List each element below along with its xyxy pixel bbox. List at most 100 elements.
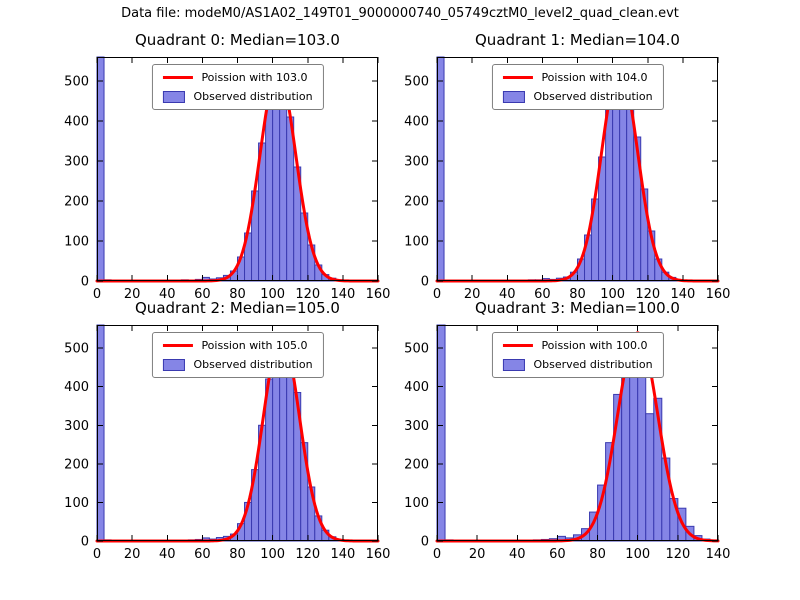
x-tick-label: 140	[670, 287, 695, 302]
bar	[612, 80, 621, 282]
subplot-title-quadrant-0: Quadrant 0: Median=103.0	[135, 31, 340, 49]
tick-marks	[96, 325, 379, 542]
y-tick-label: 300	[64, 155, 89, 170]
subplot-quadrant-3: Quadrant 3: Median=100.0 0 20 40 60 80 100 120…	[404, 299, 730, 562]
legend-label-fit: Poission with 105.0	[201, 339, 308, 352]
subplot-quadrant-1: Quadrant 1: Median=104.0 0 20 40 60 80 100 120…	[404, 31, 730, 302]
y-tick-label: 400	[404, 115, 429, 130]
observed-patch-swatch	[502, 90, 525, 103]
subplot-title-quadrant-2: Quadrant 2: Median=105.0	[135, 299, 340, 317]
y-tick-label: 200	[404, 457, 429, 472]
fit-line-swatch	[162, 344, 193, 347]
x-tick-label: 120	[635, 287, 660, 302]
plot-area-quadrant-2: 0 20 40 60 80 100 120 140 160 0 100 200 300 400 500	[64, 324, 390, 562]
legend-entry-observed: Observed distribution	[162, 90, 313, 103]
tick-labels: 0 20 40 60 80 100 120 140 160 0 100 200 300 400 500	[64, 75, 390, 303]
plot-area-quadrant-0: 0 20 40 60 80 100 120 140 160 0 100 200 300 400 500	[64, 56, 390, 302]
observed-patch-swatch	[162, 358, 185, 371]
legend-label-observed: Observed distribution	[533, 90, 653, 103]
legend-entry-fit: Poission with 104.0	[502, 71, 652, 84]
x-tick-label: 60	[549, 547, 566, 562]
bar	[96, 324, 105, 542]
x-tick-label: 80	[589, 547, 606, 562]
x-tick-label: 140	[330, 287, 355, 302]
y-tick-label: 100	[404, 496, 429, 511]
x-tick-label: 0	[433, 287, 441, 302]
subplot-title-quadrant-3: Quadrant 3: Median=100.0	[475, 299, 680, 317]
fit-line-swatch	[502, 76, 533, 79]
x-tick-label: 40	[159, 547, 176, 562]
x-tick-label: 80	[229, 547, 246, 562]
observed-patch-swatch	[162, 90, 185, 103]
legend-entry-fit: Poission with 100.0	[502, 339, 652, 352]
legend-entry-fit: Poission with 105.0	[162, 339, 312, 352]
x-tick-label: 120	[295, 547, 320, 562]
y-tick-label: 400	[64, 380, 89, 395]
fit-line-swatch	[162, 76, 193, 79]
x-tick-label: 100	[260, 547, 285, 562]
observed-patch-swatch	[502, 358, 525, 371]
x-tick-label: 80	[229, 287, 246, 302]
y-tick-label: 200	[64, 457, 89, 472]
x-tick-label: 140	[706, 547, 731, 562]
bar	[279, 82, 288, 282]
subplot-quadrant-0: Quadrant 0: Median=103.0 0 20 40 60 80 100 120…	[64, 31, 390, 302]
x-tick-label: 40	[159, 287, 176, 302]
x-tick-label: 20	[124, 547, 141, 562]
bar	[436, 56, 445, 282]
y-tick-label: 500	[404, 342, 429, 357]
plot-area-quadrant-1: 0 20 40 60 80 100 120 140 160 0 100 200 300 400 500	[404, 56, 730, 302]
tick-marks	[96, 57, 379, 282]
y-tick-label: 0	[81, 275, 89, 290]
legend-entry-observed: Observed distribution	[502, 90, 653, 103]
legend-label-observed: Observed distribution	[193, 358, 313, 371]
tick-labels: 0 20 40 60 80 100 120 140 160 0 100 200 300 400 500	[64, 342, 390, 562]
y-tick-label: 500	[404, 75, 429, 90]
y-tick-label: 300	[404, 155, 429, 170]
y-tick-label: 100	[64, 235, 89, 250]
subplot-title-quadrant-1: Quadrant 1: Median=104.0	[475, 31, 680, 49]
subplot-quadrant-2: Quadrant 2: Median=105.0 0 20 40 60 80 100 120…	[64, 299, 390, 562]
y-tick-label: 0	[81, 535, 89, 550]
legend-quadrant-2: Poission with 105.0 Observed distributio…	[151, 332, 324, 378]
x-tick-label: 60	[194, 547, 211, 562]
legend-quadrant-3: Poission with 100.0 Observed distributio…	[491, 332, 664, 378]
bar	[436, 324, 446, 542]
y-tick-label: 100	[64, 496, 89, 511]
y-tick-label: 200	[404, 195, 429, 210]
legend-entry-fit: Poission with 103.0	[162, 71, 312, 84]
axes-frame	[437, 325, 718, 541]
legend-label-observed: Observed distribution	[193, 90, 313, 103]
x-tick-label: 40	[509, 547, 526, 562]
x-tick-label: 0	[433, 547, 441, 562]
legend-quadrant-0: Poission with 103.0 Observed distributio…	[151, 64, 324, 110]
y-tick-label: 400	[404, 380, 429, 395]
x-tick-label: 160	[366, 287, 391, 302]
y-tick-label: 0	[421, 275, 429, 290]
bar	[645, 413, 655, 542]
x-tick-label: 100	[600, 287, 625, 302]
y-tick-label: 500	[64, 342, 89, 357]
y-tick-label: 0	[421, 535, 429, 550]
x-tick-label: 60	[194, 287, 211, 302]
y-tick-label: 100	[404, 235, 429, 250]
x-tick-label: 0	[93, 547, 101, 562]
tick-labels: 0 20 40 60 80 100 120 140 0 100 200 300 400 500	[404, 342, 730, 562]
bar	[265, 98, 274, 282]
x-tick-label: 80	[569, 287, 586, 302]
x-tick-label: 100	[260, 287, 285, 302]
legend-entry-observed: Observed distribution	[502, 358, 653, 371]
x-tick-label: 20	[469, 547, 486, 562]
bar	[605, 104, 614, 282]
x-tick-label: 120	[295, 287, 320, 302]
fit-line-swatch	[502, 344, 533, 347]
x-tick-label: 40	[499, 287, 516, 302]
x-tick-label: 160	[366, 547, 391, 562]
x-tick-label: 0	[93, 287, 101, 302]
x-tick-label: 120	[665, 547, 690, 562]
tick-labels: 0 20 40 60 80 100 120 140 160 0 100 200 300 400 500	[404, 75, 730, 303]
tick-marks	[436, 57, 719, 282]
legend-label-fit: Poission with 100.0	[541, 339, 648, 352]
y-tick-label: 500	[64, 75, 89, 90]
bar	[96, 56, 105, 282]
